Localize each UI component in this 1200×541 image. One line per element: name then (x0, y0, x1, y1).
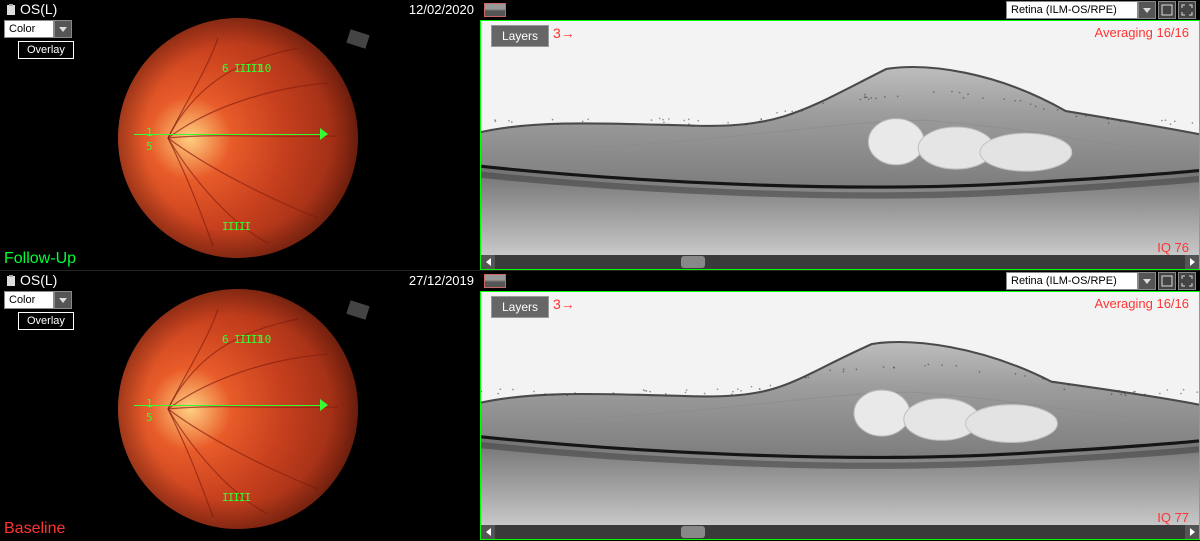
averaging-label: Averaging 16/16 (1095, 296, 1189, 311)
fit-view-button[interactable] (1158, 272, 1176, 290)
eye-text: OS(L) (20, 272, 57, 288)
color-mode-select[interactable]: Color (4, 20, 72, 38)
scroll-thumb[interactable] (681, 526, 705, 538)
triangle-left-icon (486, 528, 491, 536)
chevron-down-icon (59, 298, 67, 303)
chevron-down-icon (1143, 279, 1151, 284)
oct-scrollbar[interactable] (481, 255, 1199, 269)
retina-mode-value: Retina (ILM-OS/RPE) (1006, 1, 1138, 19)
scroll-left-button[interactable] (481, 255, 495, 269)
expand-button[interactable] (1178, 1, 1196, 19)
eye-label: OS(L) (6, 272, 57, 288)
eye-label: OS(L) (6, 1, 57, 17)
left-header: OS(L) 12/02/2020 (0, 0, 480, 18)
triangle-right-icon (1190, 258, 1195, 266)
scroll-track[interactable] (495, 255, 1185, 269)
visit-tag: Follow-Up (4, 250, 76, 268)
oct-scrollbar[interactable] (481, 525, 1199, 539)
scroll-left-button[interactable] (481, 525, 495, 539)
marker-ticks-bottom: IIIII (222, 220, 250, 233)
right-topbar: Retina (ILM-OS/RPE) (480, 271, 1200, 291)
retina-mode-dropdown-button[interactable] (1138, 1, 1156, 19)
left-pane: OS(L) 27/12/2019 Color Overlay (0, 271, 480, 540)
oct-frame: Layers 3→ Averaging 16/16 IQ 77 (480, 291, 1200, 540)
marker-6: 6 (222, 62, 229, 75)
scroll-track[interactable] (495, 525, 1185, 539)
left-pane: OS(L) 12/02/2020 Color Overlay (0, 0, 480, 270)
scan-thumbnail[interactable] (484, 3, 506, 17)
color-mode-value: Color (4, 20, 54, 38)
eye-text: OS(L) (20, 1, 57, 17)
scroll-thumb[interactable] (681, 256, 705, 268)
scan-date: 12/02/2020 (409, 2, 474, 17)
iq-label: IQ 77 (1157, 510, 1189, 525)
chevron-down-icon (1143, 8, 1151, 13)
marker-5: 5 (146, 140, 153, 153)
scan-line-arrow-icon (320, 399, 328, 411)
scan-line[interactable] (134, 405, 324, 406)
retina-mode-select[interactable]: Retina (ILM-OS/RPE) (1006, 272, 1156, 290)
color-mode-value: Color (4, 291, 54, 309)
panel-baseline: OS(L) 27/12/2019 Color Overlay (0, 270, 1200, 540)
scroll-right-button[interactable] (1185, 525, 1199, 539)
marker-5: 5 (146, 411, 153, 424)
overlay-button[interactable]: Overlay (18, 41, 74, 59)
layers-button[interactable]: Layers (491, 296, 549, 318)
scan-thumbnail[interactable] (484, 274, 506, 288)
expand-button[interactable] (1178, 272, 1196, 290)
right-topbar: Retina (ILM-OS/RPE) (480, 0, 1200, 20)
retina-mode-select[interactable]: Retina (ILM-OS/RPE) (1006, 1, 1156, 19)
overlay-button[interactable]: Overlay (18, 312, 74, 330)
scan-line[interactable] (134, 134, 324, 135)
marker-ticks-bottom: IIIII (222, 491, 250, 504)
slice-indicator: 3→ (553, 296, 575, 312)
color-mode-dropdown-button[interactable] (54, 291, 72, 309)
triangle-left-icon (486, 258, 491, 266)
oct-image[interactable] (481, 292, 1199, 539)
fit-view-button[interactable] (1158, 1, 1176, 19)
scan-line-arrow-icon (320, 128, 328, 140)
oct-image[interactable] (481, 21, 1199, 269)
color-mode-select[interactable]: Color (4, 291, 72, 309)
retina-mode-value: Retina (ILM-OS/RPE) (1006, 272, 1138, 290)
layers-button[interactable]: Layers (491, 25, 549, 47)
panel-follow-up: OS(L) 12/02/2020 Color Overlay (0, 0, 1200, 270)
marker-10: 10 (258, 333, 271, 346)
scroll-right-button[interactable] (1185, 255, 1199, 269)
iq-label: IQ 76 (1157, 240, 1189, 255)
chevron-down-icon (59, 27, 67, 32)
clipboard-icon (6, 274, 16, 286)
clipboard-icon (6, 3, 16, 15)
marker-10: 10 (258, 62, 271, 75)
averaging-label: Averaging 16/16 (1095, 25, 1189, 40)
marker-1: 1 (146, 126, 153, 139)
color-mode-dropdown-button[interactable] (54, 20, 72, 38)
left-header: OS(L) 27/12/2019 (0, 271, 480, 289)
slice-indicator: 3→ (553, 25, 575, 41)
marker-6: 6 (222, 333, 229, 346)
retina-mode-dropdown-button[interactable] (1138, 272, 1156, 290)
right-pane: Retina (ILM-OS/RPE) (480, 0, 1200, 270)
triangle-right-icon (1190, 528, 1195, 536)
oct-frame: Layers 3→ Averaging 16/16 IQ 76 (480, 20, 1200, 270)
scan-date: 27/12/2019 (409, 273, 474, 288)
visit-tag: Baseline (4, 520, 65, 538)
right-pane: Retina (ILM-OS/RPE) (480, 271, 1200, 540)
marker-1: 1 (146, 397, 153, 410)
